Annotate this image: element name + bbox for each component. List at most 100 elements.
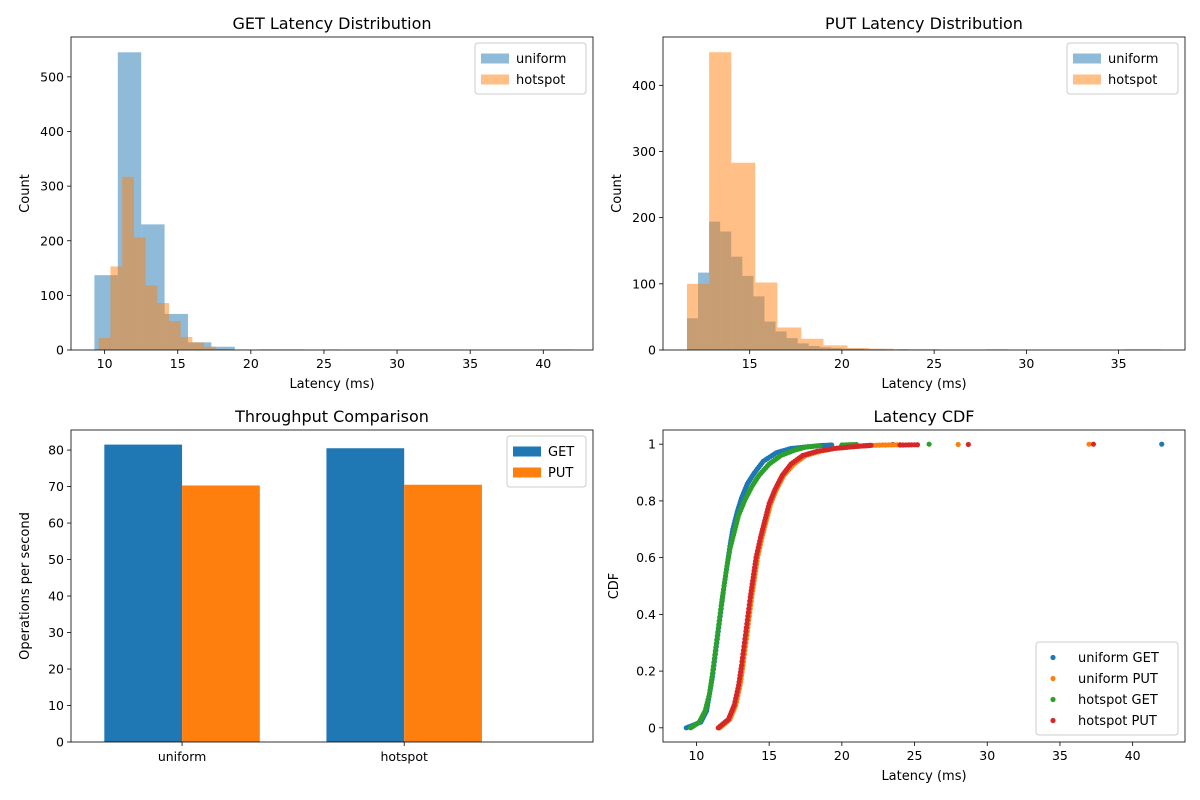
throughput-bar [104,444,183,742]
y-tick-label: 40 [48,589,64,604]
legend-swatch [1073,53,1101,64]
y-tick-label: 0.6 [636,550,656,565]
cdf-point [716,618,722,624]
plot-frame [70,429,594,743]
cdf-point [742,632,748,638]
cdf-point [712,648,718,654]
y-tick-label: 30 [48,625,64,640]
x-tick-label: 25 [907,748,923,763]
cdf-point [1086,441,1092,447]
legend-box [506,435,587,488]
cdf-point [709,671,716,677]
cdf-point [746,606,752,612]
y-tick-label: 100 [632,276,656,291]
histogram-bar [157,303,169,350]
cdf-point [747,598,753,604]
cdf-point [740,647,747,653]
legend-swatch [481,74,509,85]
cdf-point [738,662,745,669]
series-hotspot [686,52,1162,350]
legend-swatch [513,467,541,478]
legend-swatch [513,446,541,457]
y-tick-label: 0 [56,735,64,750]
y-tick-label: 0 [56,343,64,358]
y-tick-label: 200 [632,210,656,225]
cdf-point [1090,441,1096,447]
y-tick-label: 70 [48,479,64,494]
y-tick-label: 50 [48,552,64,567]
cdf-point [710,663,717,669]
x-tick-label: 35 [462,356,478,371]
legend: GET PUT [506,435,587,488]
cdf-point [717,610,723,617]
legend-marker [1050,654,1056,661]
panel-2: PUT Latency Distribution 0 100 200 300 400 15 2… [610,14,1186,392]
histogram-bar [98,337,111,350]
x-tick-label: 35 [1052,748,1068,763]
cdf-point [713,644,719,651]
histogram-bar [110,266,123,350]
cdf-point [741,640,748,646]
histogram-bar [180,336,193,350]
histogram-bar [211,346,235,350]
throughput-bar [326,448,405,742]
x-tick-label: 35 [1111,356,1127,371]
histogram-bar [145,285,158,350]
cdf-point [715,625,721,632]
cdf-point [955,441,961,448]
cdf-point [740,651,746,657]
y-tick-label: 0 [648,343,656,358]
cdf-point [829,442,835,448]
y-tick-label: 0.8 [636,493,656,508]
x-tick-label: 25 [926,356,942,371]
y-tick-label: 300 [632,144,656,159]
series-hotspot [98,176,339,350]
panel-title: GET Latency Distribution [232,14,431,33]
legend-label: uniform [516,52,566,67]
cdf-point [1159,441,1165,447]
x-tick-label: 30 [979,748,995,763]
histogram-bar [168,321,181,350]
x-tick-label: 40 [535,356,551,371]
y-axis-label: Count [18,174,33,213]
x-tick-label: 15 [170,356,186,371]
cdf-point [718,607,724,613]
y-tick-label: 60 [48,516,64,531]
y-tick-label: 200 [40,233,64,248]
legend-label: uniform PUT [1078,672,1158,687]
series-GET [104,444,405,742]
plot-frame [70,36,594,351]
histogram-bar [755,282,778,350]
y-tick-label: 300 [40,179,64,194]
cdf-point [746,602,752,608]
cdf-point [713,641,719,647]
series-PUT [182,484,482,742]
x-tick-label: 15 [761,748,777,763]
cdf-point [965,441,971,448]
panel-title: Latency CDF [873,407,974,426]
cdf-point [714,633,720,639]
cdf-point [743,628,749,634]
y-tick-label: 0.4 [636,607,656,622]
x-tick-label: 30 [389,356,405,371]
legend-label: hotspot PUT [1078,714,1157,729]
y-tick-label: 0 [648,720,656,735]
legend-box [1035,641,1179,736]
legend-marker [1050,696,1056,703]
cdf-point [744,621,750,627]
panel-3: Throughput Comparison 0 10 20 30 40 50 60 70 80 Op… [18,407,594,764]
x-tick-label: 20 [834,356,850,371]
x-tick-label: 15 [742,356,758,371]
cdf-point [716,622,722,628]
histogram-bar [801,338,824,350]
legend-swatch [1073,74,1101,85]
cdf-point [715,629,721,635]
x-axis-label: Latency (ms) [881,769,966,784]
histogram-bar [709,52,732,350]
legend-label: uniform GET [1078,651,1159,666]
legend-label: PUT [548,466,573,481]
cdf-point [714,637,720,643]
cdf-point [739,659,745,665]
cdf-point [914,442,921,448]
